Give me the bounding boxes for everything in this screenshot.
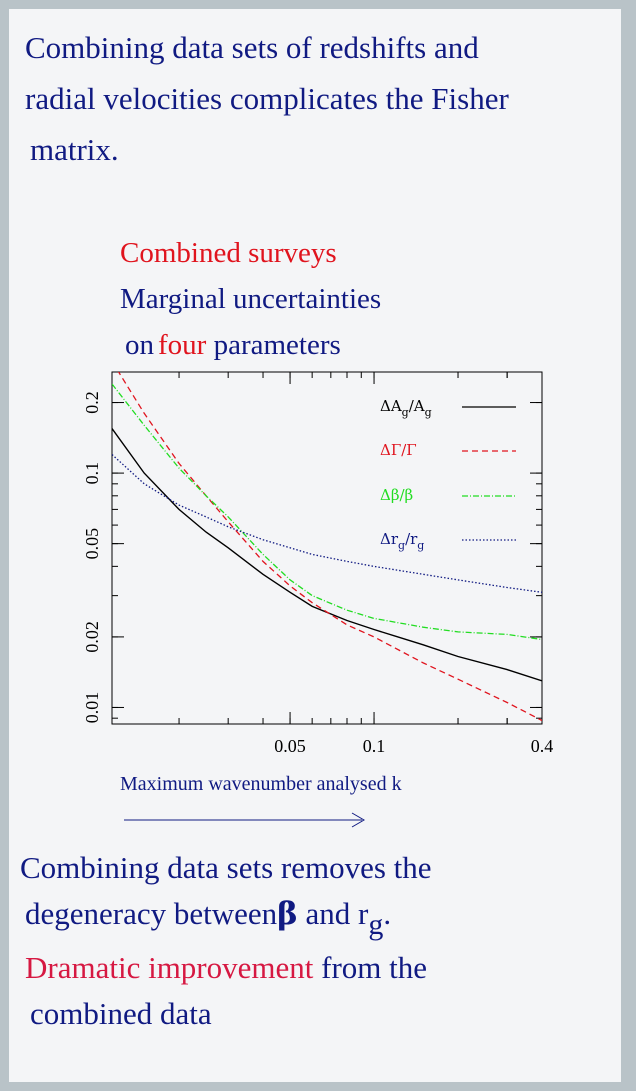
- axis-tick-labels: 0.05 0.1 0.4 0.01 0.02 0.05 0.1 0.2: [82, 391, 553, 756]
- plot-frame: [111, 371, 543, 725]
- series-line-2: [117, 372, 542, 722]
- outro-and-r-text: and r: [297, 896, 369, 931]
- outro-period: .: [383, 896, 392, 931]
- outro-line-4: combined data: [30, 996, 212, 1031]
- legend-label-3: Δβ/β: [380, 486, 413, 504]
- dramatic-improvement-text: Dramatic improvement: [25, 950, 314, 985]
- plot-border: [111, 371, 543, 725]
- heading-marginal-uncertainties: Marginal uncertainties: [120, 283, 382, 315]
- heading-on-word: on: [125, 329, 154, 361]
- arrow-right-icon: [124, 812, 365, 828]
- series-line-3: [112, 383, 542, 641]
- outro-line-1: Combining data sets removes the: [20, 850, 432, 885]
- x-tick-label: 0.4: [531, 736, 554, 756]
- outro-line-3: Dramatic improvement from the: [25, 950, 427, 986]
- x-tick-label: 0.1: [363, 736, 386, 756]
- intro-line-1: Combining data sets of redshifts and: [25, 30, 479, 65]
- series-lines: [112, 372, 542, 722]
- subscript-g: g: [368, 908, 384, 941]
- heading-combined-surveys: Combined surveys: [120, 237, 337, 269]
- heading-parameters-word: parameters: [213, 329, 341, 361]
- outro-degeneracy-text: degeneracy between: [25, 896, 278, 931]
- intro-line-2: radial velocities complicates the Fisher: [25, 81, 509, 116]
- slide-panel: [9, 9, 621, 1082]
- axis-ticks: [112, 372, 543, 724]
- y-tick-label: 0.2: [82, 391, 102, 414]
- from-the-text: from the: [313, 950, 428, 985]
- y-tick-label: 0.05: [82, 528, 102, 560]
- chart-legend: ΔAg/Ag ΔΓ/Γ Δβ/β Δrg/rg: [380, 397, 516, 552]
- legend-label-1: ΔAg/Ag: [380, 397, 432, 419]
- heading-four-parameters: on four parameters: [125, 329, 341, 362]
- series-line-1: [112, 428, 542, 682]
- legend-label-4: Δrg/rg: [380, 530, 424, 552]
- heading-four-word: four: [158, 329, 207, 361]
- intro-line-3: matrix.: [30, 132, 119, 167]
- y-tick-label: 0.01: [82, 692, 102, 724]
- outro-line-2: degeneracy betweenβ and rg.: [25, 896, 391, 942]
- legend-label-2: ΔΓ/Γ: [380, 441, 417, 459]
- beta-symbol: β: [277, 896, 298, 932]
- x-axis-label: Maximum wavenumber analysed k: [120, 773, 402, 795]
- x-tick-label: 0.05: [274, 736, 306, 756]
- series-line-4: [112, 454, 542, 593]
- y-tick-label: 0.1: [82, 462, 102, 485]
- y-tick-label: 0.02: [82, 621, 102, 653]
